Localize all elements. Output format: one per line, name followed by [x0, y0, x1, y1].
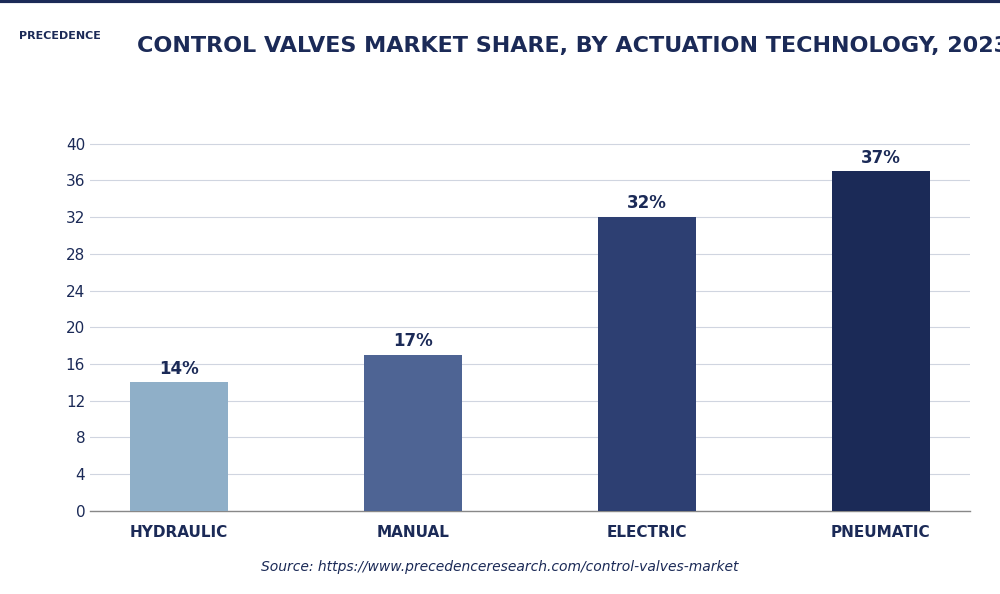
Bar	[598, 217, 696, 511]
Bar	[832, 171, 930, 511]
Bar	[364, 355, 462, 511]
Text: CONTROL VALVES MARKET SHARE, BY ACTUATION TECHNOLOGY, 2023 (%): CONTROL VALVES MARKET SHARE, BY ACTUATIO…	[137, 36, 1000, 56]
Bar	[130, 383, 228, 511]
Text: Source: https://www.precedenceresearch.com/control-valves-market: Source: https://www.precedenceresearch.c…	[261, 560, 739, 574]
Text: 32%: 32%	[627, 194, 667, 213]
Text: 37%: 37%	[861, 148, 901, 166]
Text: RESEARCH: RESEARCH	[26, 71, 93, 80]
Text: 14%: 14%	[159, 360, 199, 378]
Text: 17%: 17%	[393, 332, 433, 350]
Text: PRECEDENCE: PRECEDENCE	[19, 31, 100, 40]
